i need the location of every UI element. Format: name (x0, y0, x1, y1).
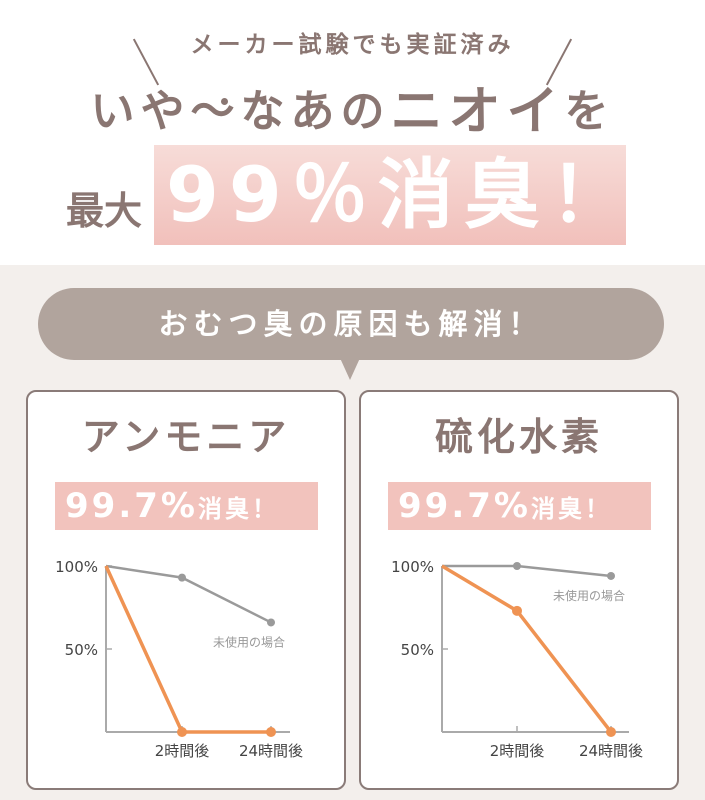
headline: いや〜なあのニオイを (0, 84, 705, 140)
hydrogen-sulfide-card: 硫化水素 99.7%消臭！ 100% 50% 2時間後 24時間後 未使用の場合 (359, 390, 679, 790)
product-data-point (512, 605, 522, 616)
result-number: 99.7% (398, 486, 531, 526)
unused-data-point (267, 618, 275, 627)
x-tick-label: 2時間後 (490, 742, 545, 760)
ammonia-chart: 100% 50% 2時間後 24時間後 未使用の場合 (55, 558, 303, 760)
speech-bubble: おむつ臭の原因も解消！ (38, 288, 664, 360)
unused-data-point (607, 571, 615, 580)
unused-series-line (105, 564, 272, 624)
product-data-point (606, 727, 616, 737)
x-tick-label: 24時間後 (239, 742, 303, 760)
y-tick-label: 50% (401, 641, 434, 659)
headline-part: を (564, 86, 615, 137)
result-text: 消臭！ (530, 495, 612, 523)
hydrogen-sulfide-chart: 100% 50% 2時間後 24時間後 未使用の場合 (391, 558, 643, 760)
result-tag: 99.7%消臭！ (388, 482, 651, 530)
x-tick-label: 24時間後 (579, 742, 643, 760)
emphasis-dot (260, 98, 267, 105)
result-tag: 99.7%消臭！ (55, 482, 318, 530)
y-tick-label: 50% (65, 641, 98, 659)
unused-data-point (178, 573, 186, 582)
series-label: 未使用の場合 (213, 634, 285, 649)
speech-bubble-tail (340, 358, 360, 380)
product-data-point (266, 727, 276, 737)
y-tick-label: 100% (391, 558, 434, 576)
card-title: 硫化水素 (434, 415, 603, 459)
emphasis-dot (221, 98, 228, 105)
y-tick-label: 100% (55, 558, 98, 576)
result-number: 99.7% (65, 486, 198, 526)
hero-section: メーカー試験でも実証済み いや〜なあのニオイを 最大 99％消臭！ (0, 0, 705, 265)
headline-emphasis: ニオイ (390, 82, 565, 142)
big-claim: 99％消臭！ (154, 145, 626, 245)
unused-series-line (442, 564, 612, 578)
product-data-point (177, 727, 187, 737)
max-label: 最大 (66, 189, 143, 233)
card-title: アンモニア (81, 415, 291, 459)
unused-data-point (513, 562, 521, 570)
subtitle: メーカー試験でも実証済み (190, 32, 515, 58)
ammonia-card: アンモニア 99.7%消臭！ 100% 50% 2時間後 24時間後 未使用の場合 (26, 390, 346, 790)
x-tick-label: 2時間後 (155, 742, 210, 760)
result-text: 消臭！ (197, 495, 279, 523)
series-label: 未使用の場合 (553, 588, 625, 603)
headline-part: いや〜なあの (90, 86, 391, 137)
